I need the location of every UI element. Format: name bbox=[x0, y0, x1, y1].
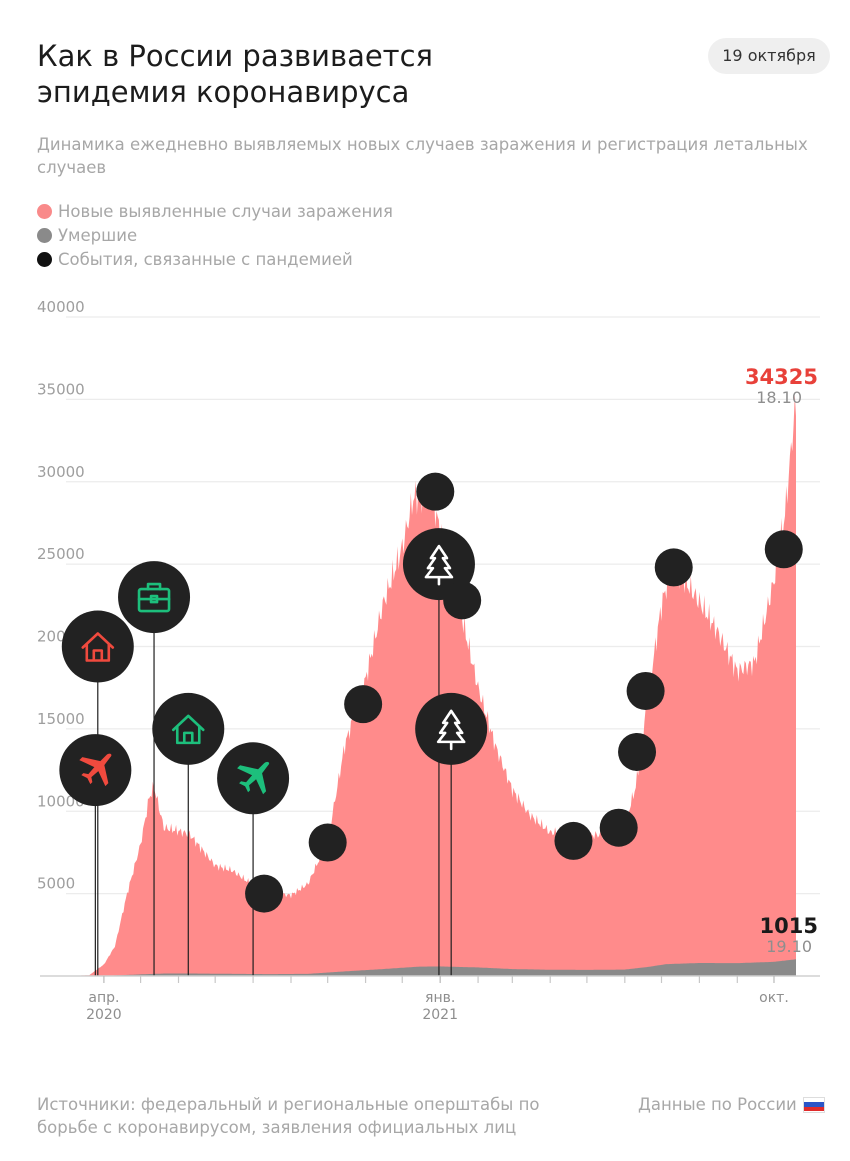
home-icon bbox=[81, 632, 115, 662]
data-scope-label: Данные по России bbox=[638, 1095, 797, 1114]
x-tick-label: апр. bbox=[88, 990, 119, 1006]
event-marker[interactable] bbox=[308, 823, 347, 862]
latest-deaths-value: 1015 bbox=[760, 914, 818, 938]
event-marker[interactable] bbox=[554, 821, 593, 860]
peak-cases-date: 18.10 bbox=[756, 388, 802, 407]
event-marker[interactable] bbox=[416, 472, 455, 511]
covid-area-chart: 500010000150002000025000300003500040000 … bbox=[37, 298, 820, 1023]
y-tick-label: 35000 bbox=[37, 380, 85, 398]
y-tick-label: 30000 bbox=[37, 463, 85, 481]
chart-legend: Новые выявленные случаи заражения Умерши… bbox=[37, 199, 393, 271]
legend-label-deaths: Умершие bbox=[58, 225, 138, 245]
event-marker[interactable] bbox=[245, 874, 284, 913]
tree-icon bbox=[436, 709, 466, 751]
legend-swatch-cases bbox=[37, 203, 52, 219]
peak-cases-value: 34325 bbox=[745, 365, 818, 389]
x-tick-label: окт. bbox=[759, 990, 789, 1006]
event-markers bbox=[59, 472, 803, 913]
latest-deaths-date: 19.10 bbox=[766, 937, 812, 956]
briefcase-icon bbox=[137, 582, 171, 613]
event-marker[interactable] bbox=[618, 732, 657, 771]
tree-icon bbox=[424, 544, 454, 586]
home-icon bbox=[171, 714, 205, 745]
x-axis: апр.2020 янв.2021 окт. bbox=[40, 975, 820, 1023]
event-marker[interactable] bbox=[415, 692, 488, 765]
event-marker[interactable] bbox=[626, 671, 665, 710]
legend-label-events: События, связанные с пандемией bbox=[58, 249, 353, 269]
y-tick-label: 25000 bbox=[37, 545, 85, 563]
plane-icon bbox=[237, 761, 270, 795]
event-marker[interactable] bbox=[344, 685, 383, 724]
x-tick-year: 2020 bbox=[86, 1007, 122, 1023]
y-tick-label: 40000 bbox=[37, 298, 85, 316]
title-line-1: Как в России развивается bbox=[37, 39, 433, 73]
y-tick-label: 15000 bbox=[37, 710, 85, 728]
x-tick-label: янв. bbox=[425, 990, 455, 1006]
event-marker[interactable] bbox=[61, 610, 134, 683]
legend-swatch-events bbox=[37, 251, 52, 267]
legend-swatch-deaths bbox=[37, 227, 52, 243]
event-marker[interactable] bbox=[654, 548, 693, 587]
chart-subtitle: Динамика ежедневно выявляемых новых случ… bbox=[37, 135, 808, 177]
event-marker[interactable] bbox=[443, 581, 482, 620]
page-title: Как в России развивается эпидемия корона… bbox=[37, 38, 657, 110]
data-scope-note: Данные по России bbox=[638, 1093, 825, 1116]
legend-label-cases: Новые выявленные случаи заражения bbox=[58, 201, 393, 221]
y-tick-label: 5000 bbox=[37, 875, 75, 893]
legend-item-cases: Новые выявленные случаи заражения bbox=[37, 199, 393, 223]
date-badge: 19 октября bbox=[708, 38, 830, 74]
legend-item-events: События, связанные с пандемией bbox=[37, 247, 393, 271]
event-marker[interactable] bbox=[764, 530, 803, 569]
event-marker[interactable] bbox=[599, 808, 638, 847]
event-marker[interactable] bbox=[152, 692, 225, 765]
russia-flag-icon bbox=[802, 1096, 825, 1113]
title-line-2: эпидемия коронавируса bbox=[37, 75, 410, 109]
plane-icon bbox=[79, 753, 112, 787]
legend-item-deaths: Умершие bbox=[37, 223, 393, 247]
sources-note: Источники: федеральный и региональные оп… bbox=[37, 1095, 540, 1137]
deaths-area bbox=[66, 959, 796, 976]
x-tick-year: 2021 bbox=[422, 1007, 458, 1023]
